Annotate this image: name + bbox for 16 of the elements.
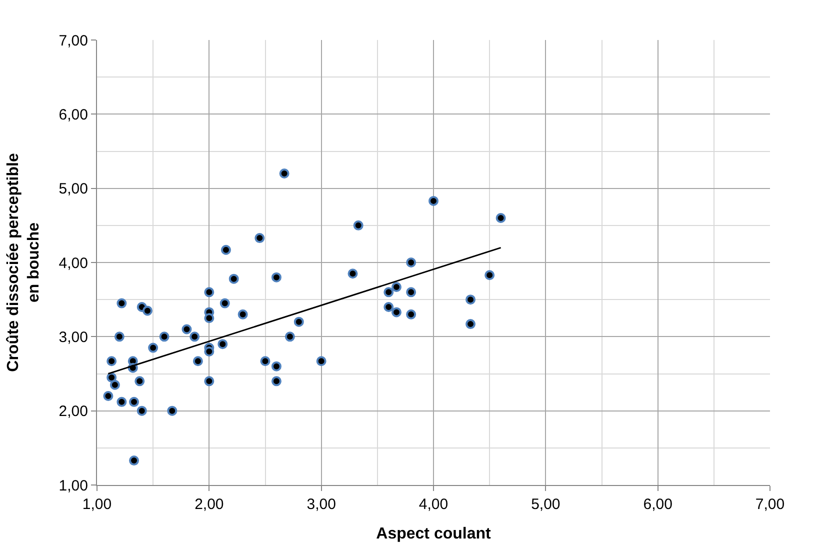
y-tick-label: 4,00 — [58, 254, 88, 272]
x-tick-label: 6,00 — [643, 496, 672, 513]
y-tick-label: 5,00 — [58, 180, 88, 198]
y-tick-label: 1,00 — [58, 477, 88, 494]
x-tick-label: 5,00 — [531, 496, 560, 513]
x-tick-label: 1,00 — [82, 496, 112, 513]
y-tick-label: 6,00 — [58, 106, 88, 124]
x-tick-label: 2,00 — [194, 496, 224, 513]
x-tick-label: 3,00 — [306, 496, 336, 513]
x-tick-label: 7,00 — [755, 496, 785, 513]
y-tick-label: 7,00 — [58, 32, 88, 50]
y-tick-label: 3,00 — [58, 328, 88, 346]
x-tick-label: 4,00 — [418, 496, 448, 513]
y-axis-title: Croûte dissociée perceptible en bouche — [4, 153, 43, 372]
y-tick-label: 2,00 — [58, 403, 88, 420]
x-axis-title: Aspect coulant — [376, 526, 492, 543]
